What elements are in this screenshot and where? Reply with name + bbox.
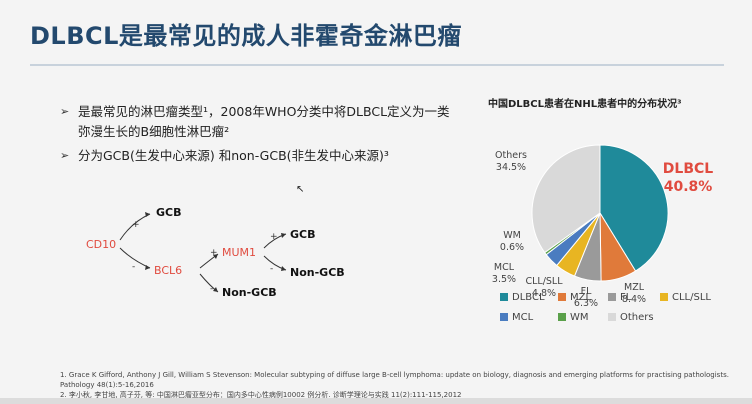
label-fl-value: 6.3% bbox=[573, 298, 599, 309]
plus-sign: + bbox=[132, 220, 140, 230]
label-dlbcl: DLBCL 40.8% bbox=[663, 160, 713, 196]
label-fl-name: FL bbox=[580, 286, 592, 297]
reference-item: 2. 李小秋, 李甘地, 高子芬, 等: 中国淋巴瘤亚型分布：国内多中心性病例1… bbox=[60, 391, 462, 399]
legend-item-others: Others bbox=[608, 312, 654, 323]
minus-sign: - bbox=[210, 284, 214, 294]
legend-item-fl: FL bbox=[608, 292, 631, 303]
minus-sign: - bbox=[270, 264, 274, 274]
legend-swatch bbox=[660, 293, 668, 301]
node-gcb-1: GCB bbox=[156, 206, 182, 219]
references: 1. Grace K Gifford, Anthony J Gill, Will… bbox=[60, 370, 740, 400]
label-cll-value: 4.8% bbox=[531, 288, 557, 299]
legend-label: CLL/SLL bbox=[672, 292, 711, 303]
plus-sign: + bbox=[210, 248, 218, 258]
label-dlbcl-name: DLBCL bbox=[662, 161, 714, 177]
bullet-text: 分为GCB(生发中心来源) 和non-GCB(非生发中心来源)³ bbox=[78, 148, 389, 163]
label-mzl-value: 8.4% bbox=[621, 294, 647, 305]
bullet-list: ➢ 是最常见的淋巴瘤类型¹，2008年WHO分类中将DLBCL定义为一类弥漫生长… bbox=[60, 102, 460, 166]
legend-label: Others bbox=[620, 312, 654, 323]
label-mcl-value: 3.5% bbox=[491, 274, 517, 285]
reference-item: 1. Grace K Gifford, Anthony J Gill, Will… bbox=[60, 371, 729, 389]
bullet-item: ➢ 分为GCB(生发中心来源) 和non-GCB(非生发中心来源)³ bbox=[60, 146, 460, 166]
label-dlbcl-value: 40.8% bbox=[663, 179, 713, 195]
node-cd10: CD10 bbox=[86, 238, 117, 251]
bullet-text: 是最常见的淋巴瘤类型¹，2008年WHO分类中将DLBCL定义为一类弥漫生长的B… bbox=[78, 104, 450, 139]
legend-label: MCL bbox=[512, 312, 534, 323]
chart-title: 中国DLBCL患者在NHL患者中的分布状况³ bbox=[488, 99, 682, 110]
legend-item-wm: WM bbox=[558, 312, 589, 323]
legend-label: DLBCL bbox=[512, 292, 545, 303]
minus-sign: - bbox=[132, 262, 136, 272]
label-others: Others 34.5% bbox=[495, 150, 527, 174]
bullet-arrow-icon: ➢ bbox=[60, 149, 70, 162]
label-cll-name: CLL/SLL bbox=[525, 276, 563, 287]
legend-item-dlbcl: DLBCL bbox=[500, 292, 545, 303]
label-mcl-name: MCL bbox=[493, 262, 515, 273]
legend-item-mcl: MCL bbox=[500, 312, 533, 323]
legend-swatch bbox=[608, 293, 616, 301]
label-wm-value: 0.6% bbox=[499, 242, 525, 253]
legend-item-mzl: MZL bbox=[558, 292, 591, 303]
slide-title: DLBCL是最常见的成人非霍奇金淋巴瘤 bbox=[30, 22, 462, 50]
label-mzl: MZL 8.4% bbox=[622, 282, 646, 306]
legend-item-cll-sll: CLL/SLL bbox=[660, 292, 711, 303]
legend-swatch bbox=[500, 293, 508, 301]
legend-label: FL bbox=[620, 292, 632, 303]
node-non-gcb-1: Non-GCB bbox=[222, 286, 277, 299]
node-mum1: MUM1 bbox=[222, 246, 257, 259]
pie-slice-others bbox=[531, 144, 601, 254]
label-fl: FL 6.3% bbox=[574, 286, 598, 310]
label-mcl: MCL 3.5% bbox=[492, 262, 516, 286]
node-gcb-2: GCB bbox=[290, 228, 316, 241]
label-mzl-name: MZL bbox=[623, 282, 644, 293]
title-divider bbox=[30, 64, 724, 66]
node-non-gcb-2: Non-GCB bbox=[290, 266, 345, 279]
legend-swatch bbox=[500, 313, 508, 321]
legend-swatch bbox=[558, 293, 566, 301]
frame-bottom-bar bbox=[0, 398, 752, 404]
label-others-value: 34.5% bbox=[495, 162, 527, 173]
diagram-arrows bbox=[119, 212, 287, 293]
label-others-name: Others bbox=[495, 150, 527, 161]
node-bcl6: BCL6 bbox=[154, 264, 183, 277]
label-wm-name: WM bbox=[503, 230, 521, 241]
plus-sign: + bbox=[270, 232, 278, 242]
bullet-item: ➢ 是最常见的淋巴瘤类型¹，2008年WHO分类中将DLBCL定义为一类弥漫生长… bbox=[60, 102, 460, 142]
legend-label: WM bbox=[570, 312, 589, 323]
label-wm: WM 0.6% bbox=[500, 230, 524, 254]
legend-label: MZL bbox=[570, 292, 592, 303]
label-cll-sll: CLL/SLL 4.8% bbox=[525, 276, 562, 300]
mouse-cursor-icon: ↖ bbox=[296, 184, 305, 195]
pie-slice-dlbcl bbox=[599, 144, 669, 272]
legend-swatch bbox=[558, 313, 566, 321]
bullet-arrow-icon: ➢ bbox=[60, 105, 70, 118]
hans-algorithm-diagram: CD10 + - GCB BCL6 + - MUM1 Non-GCB + - G… bbox=[70, 190, 410, 320]
legend-swatch bbox=[608, 313, 616, 321]
